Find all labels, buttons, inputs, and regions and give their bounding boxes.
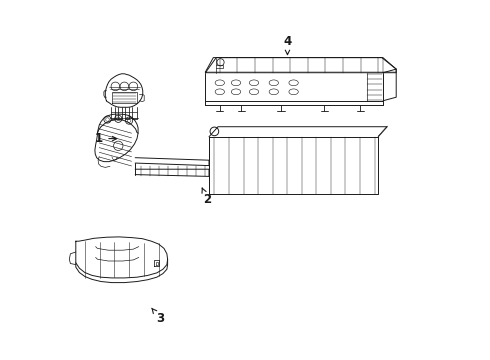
- Text: 4: 4: [283, 35, 292, 55]
- Text: 3: 3: [152, 308, 165, 325]
- Text: 2: 2: [202, 188, 211, 206]
- Text: 1: 1: [95, 132, 117, 145]
